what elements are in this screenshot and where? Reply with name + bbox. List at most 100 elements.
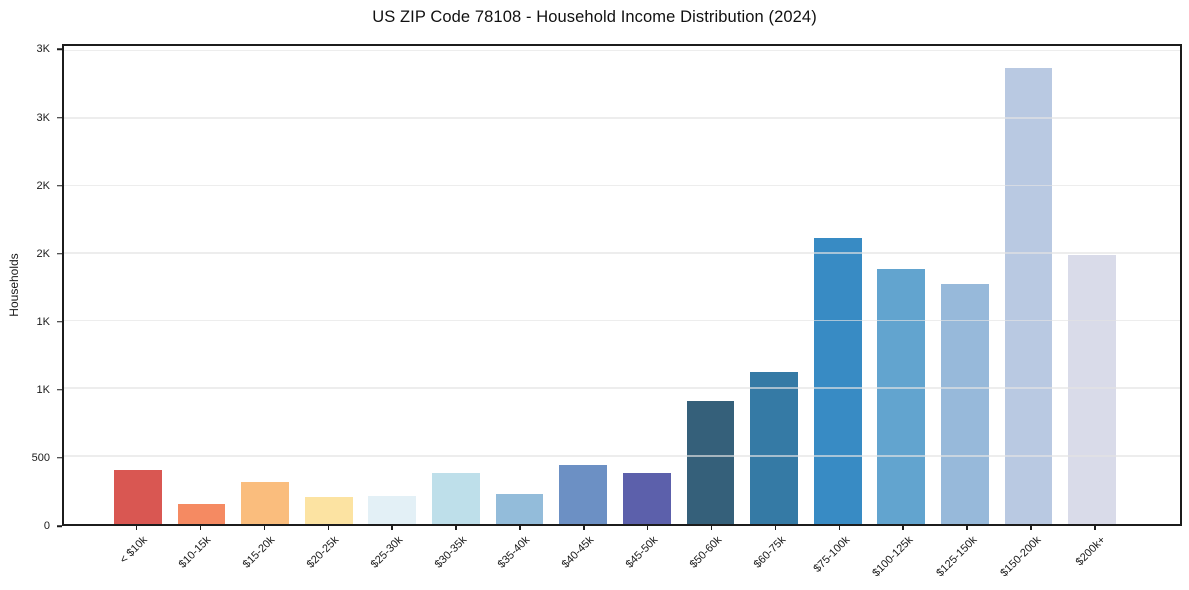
x-tick-mark (1094, 526, 1096, 530)
y-tick-label-2500: 2K (36, 179, 50, 192)
bar-30-35k (432, 472, 480, 524)
bar-slot (170, 46, 234, 524)
y-tick-label-500: 500 (31, 451, 50, 464)
bar-40-45k (559, 465, 608, 524)
bar-slot (679, 46, 743, 524)
bar-slot (615, 46, 679, 524)
x-tick-mark (966, 526, 968, 530)
x-tick-label-25-30k: $25-30k (368, 534, 405, 571)
bar-15-20k (241, 482, 289, 524)
x-tick-label-150-200k: $150-200k (998, 534, 1044, 580)
x-tick-label-35-40k: $35-40k (496, 534, 533, 571)
y-tick-mark-500 (57, 457, 62, 459)
bar-slot (488, 46, 552, 524)
x-tick-mark (327, 526, 330, 530)
x-slot: $125-150k (934, 526, 998, 588)
x-slot: $100-125k (871, 526, 935, 588)
bar-slot (551, 46, 615, 524)
x-tick-label-125-150k: $125-150k (934, 534, 980, 580)
y-tick-label-1500: 1K (36, 315, 50, 328)
x-tick-mark (391, 526, 393, 530)
x-tick-label-10k: < $10k (117, 534, 150, 567)
y-tick-label-2000: 2K (36, 247, 50, 260)
bars-container (64, 46, 1180, 524)
y-tick-mark-1500 (57, 321, 62, 323)
x-tick-label-10-15k: $10-15k (176, 534, 214, 571)
bar-200k (1068, 255, 1117, 524)
y-tick-mark-2500 (57, 184, 62, 187)
x-slot: $45-50k (615, 526, 679, 588)
bar-slot (870, 46, 934, 524)
bar-45-50k (622, 472, 671, 524)
x-tick-label-50-60k: $50-60k (687, 534, 725, 571)
bar-slot (424, 46, 488, 524)
x-tick-mark (838, 526, 841, 530)
x-slot: $40-45k (551, 526, 615, 588)
x-tick-mark (646, 526, 649, 530)
bar-20-25k (304, 497, 353, 524)
bar-slot (1060, 46, 1124, 524)
bar-slot (806, 46, 870, 524)
plot-area (62, 44, 1182, 526)
x-tick-label-200k: $200k+ (1073, 534, 1108, 569)
bar-slot (997, 46, 1061, 524)
y-tick-label-1000: 1K (36, 383, 50, 396)
x-slot: $60-75k (743, 526, 807, 588)
y-axis: 0 500 1K 1K 2K 2K 3K 3K (0, 43, 62, 532)
x-slot: $200k+ (1062, 526, 1126, 588)
y-tick-mark-0 (57, 525, 62, 527)
x-slot: $10-15k (168, 526, 232, 588)
x-slot: $30-35k (423, 526, 487, 588)
y-tick-label-3000: 3K (36, 111, 50, 124)
y-tick-mark-2000 (57, 252, 62, 255)
bar-35-40k (495, 494, 544, 524)
bar-slot (361, 46, 425, 524)
x-tick-label-75-100k: $75-100k (811, 534, 853, 575)
x-tick-mark (455, 526, 457, 530)
x-slot: $25-30k (360, 526, 424, 588)
x-tick-label-100-125k: $100-125k (870, 534, 916, 580)
x-slot: $15-20k (232, 526, 296, 588)
x-tick-label-60-75k: $60-75k (751, 534, 789, 571)
bar-60-75k (750, 372, 798, 524)
bar-75-100k (813, 237, 862, 524)
x-tick-label-20-25k: $20-25k (304, 534, 342, 571)
bar-slot (106, 46, 170, 524)
bar-50-60k (686, 401, 735, 524)
y-tick-mark-1000 (57, 389, 62, 391)
x-slot: $150-200k (998, 526, 1062, 588)
x-slot: $35-40k (487, 526, 551, 588)
bar-10-15k (177, 503, 226, 524)
x-slot: < $10k (104, 526, 168, 588)
y-tick-mark-3000 (57, 116, 62, 119)
bar-slot (742, 46, 806, 524)
y-tick-mark-3500 (57, 48, 62, 51)
x-slot: $20-25k (296, 526, 360, 588)
x-tick-mark (263, 526, 266, 530)
bar-slot (297, 46, 361, 524)
chart-title: US ZIP Code 78108 - Household Income Dis… (372, 8, 817, 26)
bar-150-200k (1004, 67, 1053, 524)
x-tick-label-30-35k: $30-35k (432, 534, 469, 571)
x-axis: < $10k $10-15k $15-20k $20-25k $25-30k $30-35… (62, 526, 1182, 588)
bar-25-30k (368, 495, 417, 524)
y-tick-label-3500: 3K (36, 43, 50, 56)
x-tick-mark (583, 526, 585, 530)
bar-100-125k (877, 268, 926, 524)
x-tick-label-45-50k: $45-50k (623, 534, 661, 571)
x-slot: $75-100k (807, 526, 871, 588)
bar-10k (113, 470, 162, 524)
bar-125-150k (941, 283, 989, 524)
x-tick-mark (135, 526, 138, 530)
x-tick-label-15-20k: $15-20k (240, 534, 278, 571)
x-tick-mark (1030, 526, 1032, 530)
x-tick-mark (902, 526, 904, 530)
x-slot: $50-60k (679, 526, 743, 588)
x-tick-mark (710, 526, 713, 530)
y-tick-label-0: 0 (43, 520, 50, 532)
x-tick-label-40-45k: $40-45k (559, 534, 597, 571)
x-tick-mark (519, 526, 521, 530)
x-tick-mark (199, 526, 202, 530)
bar-slot (933, 46, 997, 524)
